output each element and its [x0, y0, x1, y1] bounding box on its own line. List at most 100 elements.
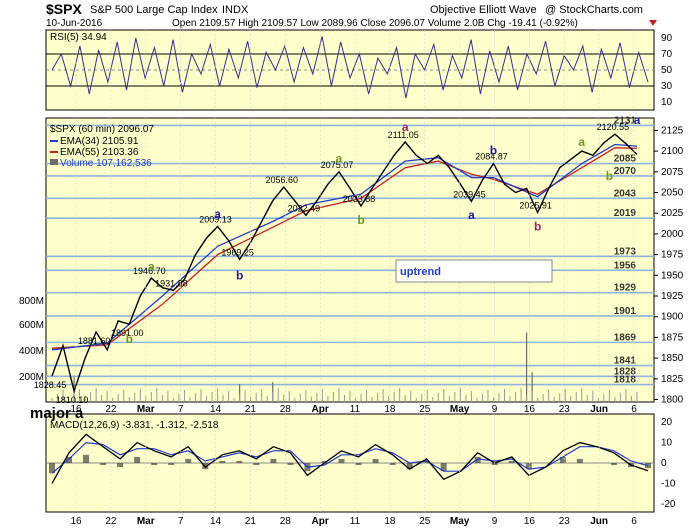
down-arrow-icon — [649, 20, 657, 26]
wave-label: a — [402, 120, 409, 134]
x-tick-label: 28 — [280, 516, 292, 527]
x-tick-label: 18 — [384, 404, 396, 415]
macd-histogram-bar — [83, 454, 90, 463]
level-label: 2070 — [614, 166, 637, 177]
chart-name: S&P 500 Large Cap Index — [90, 4, 218, 16]
macd-line — [51, 433, 649, 484]
x-tick-label: 6 — [631, 404, 637, 415]
macd-histogram-bar — [491, 463, 498, 466]
wave-label: a — [634, 113, 641, 127]
level-label: 1818 — [614, 375, 637, 386]
rsi-layer: 10 30 50 70 90 — [46, 33, 673, 108]
macd-histogram-bar — [610, 463, 617, 466]
x-tick-label: 16 — [70, 404, 82, 415]
uptrend-label: uptrend — [400, 266, 441, 278]
volume-tick-label: 800M — [19, 296, 44, 307]
major-wave-label: major a — [30, 405, 84, 422]
x-tick-label: 14 — [210, 404, 222, 415]
y-tick-label: 1850 — [661, 353, 684, 364]
y-tick-label: 1875 — [661, 332, 684, 343]
x-tick-label: Jun — [590, 516, 608, 527]
ema55-legend: EMA(55) 2103.36 — [60, 147, 139, 158]
level-label: 1841 — [614, 356, 637, 367]
price-label: 2075.07 — [321, 160, 354, 170]
price-label: 2025.91 — [519, 200, 552, 210]
rsi-tick-label: 70 — [661, 49, 673, 60]
rsi-tick-label: 30 — [661, 81, 673, 92]
price-label: 1828.45 — [34, 380, 67, 390]
wave-label: b — [357, 213, 364, 227]
rsi-tick-label: 50 — [661, 65, 673, 76]
x-tick-label: Mar — [137, 516, 155, 527]
wave-label: a — [148, 259, 155, 273]
y-tick-label: 2100 — [661, 146, 684, 157]
price-label: 1891.00 — [111, 328, 144, 338]
y-tick-label: 2125 — [661, 125, 684, 136]
wave-label: a — [578, 135, 585, 149]
x-tick-label: 7 — [178, 404, 184, 415]
rsi-line — [51, 36, 649, 99]
y-tick-label: 1800 — [661, 395, 684, 406]
price-label: 1810.10 — [56, 395, 89, 405]
x-tick-label: 11 — [350, 404, 361, 415]
macd-tick-label: 0 — [661, 458, 667, 469]
y-tick-label: 1950 — [661, 270, 684, 281]
chart-source: Objective Elliott Wave — [430, 4, 537, 16]
chart-date: 10-Jun-2016 — [46, 18, 103, 29]
macd-histogram-bar — [508, 460, 515, 463]
volume-legend: Volume 107,162,536 — [60, 158, 152, 169]
macd-histogram-bar — [100, 463, 107, 466]
y-tick-label: 1825 — [661, 374, 684, 385]
price-label: 2120.55 — [597, 122, 630, 132]
wave-label: b — [534, 220, 541, 234]
macd-histogram-bar — [321, 460, 328, 463]
price-label: 1946.70 — [133, 266, 166, 276]
macd-histogram-bar — [440, 463, 447, 472]
rsi-label: RSI(5) 34.94 — [50, 32, 107, 43]
price-label: 2084.87 — [475, 152, 508, 162]
macd-layer: -20 -10 0 10 20 — [46, 417, 676, 510]
macd-histogram-bar — [474, 456, 481, 463]
macd-histogram-bar — [185, 458, 192, 463]
wave-label: b — [490, 143, 497, 157]
chart-symbol: $SPX — [46, 1, 82, 17]
macd-histogram-bar — [576, 458, 583, 463]
macd-histogram-bar — [270, 458, 277, 463]
wave-label: a — [468, 208, 475, 222]
wave-label: a — [336, 152, 343, 166]
macd-tick-label: -20 — [661, 499, 676, 510]
wave-label: b — [606, 169, 613, 183]
price-label: 1969.25 — [221, 247, 254, 257]
macd-histogram-bar — [219, 460, 226, 463]
macd-histogram-bar — [389, 463, 396, 466]
macd-label: MACD(12,26,9) -3.831, -1.312, -2.518 — [50, 420, 219, 431]
y-tick-label: 1925 — [661, 291, 684, 302]
price-panel — [45, 117, 655, 403]
level-label: 1929 — [614, 283, 637, 294]
macd-histogram-bar — [253, 463, 260, 466]
price-legend-title: $SPX (60 min) 2096.07 — [50, 124, 154, 135]
chart-copyright: @ StockCharts.com — [545, 4, 643, 16]
level-label: 2019 — [614, 208, 637, 219]
macd-signal-line — [51, 441, 649, 474]
chart-exchange: INDX — [222, 4, 249, 16]
rsi-tick-label: 10 — [661, 97, 673, 108]
x-tick-label: 7 — [178, 516, 184, 527]
x-tick-label: Apr — [312, 404, 329, 415]
x-tick-label: 23 — [559, 516, 571, 527]
chart-ohlc: Open 2109.57 High 2109.57 Low 2089.96 Cl… — [172, 18, 578, 29]
x-tick-label: 9 — [492, 516, 498, 527]
macd-tick-label: 20 — [661, 417, 673, 428]
price-label: 2033.88 — [343, 194, 376, 204]
y-tick-label: 2000 — [661, 229, 684, 240]
x-tick-label: May — [450, 516, 470, 527]
uptrend-box — [395, 259, 553, 283]
x-tick-label: Mar — [137, 404, 155, 415]
rsi-tick-label: 90 — [661, 33, 673, 44]
macd-tick-label: 10 — [661, 438, 673, 449]
price-label: 2022.49 — [288, 203, 321, 213]
level-label: 2085 — [614, 154, 637, 165]
macd-histogram-bar — [406, 463, 413, 470]
y-tick-label: 2025 — [661, 208, 684, 219]
